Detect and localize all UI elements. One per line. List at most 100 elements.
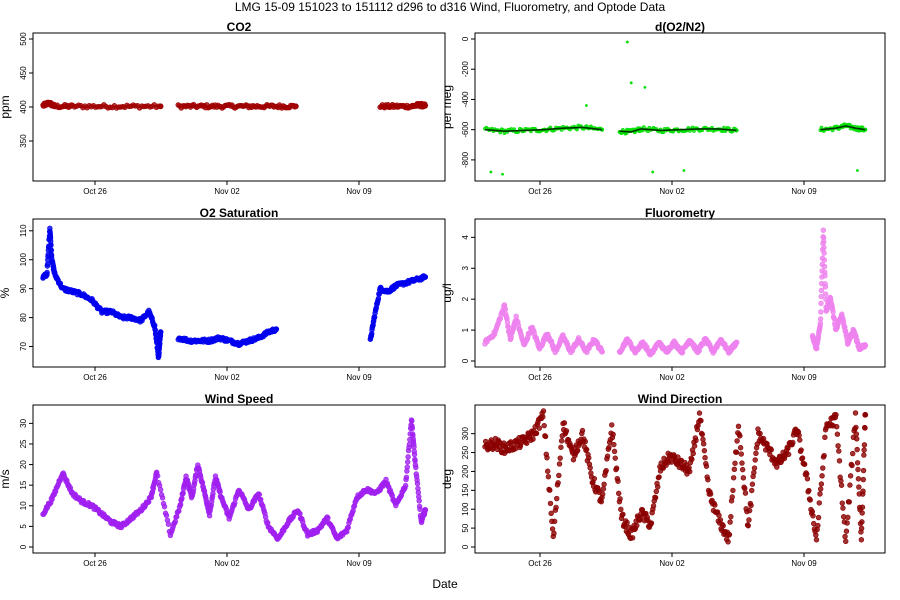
y-tick-label: -200 [461,61,470,78]
data-point [586,455,592,461]
data-point [530,436,536,442]
data-point [582,438,588,445]
y-tick-label: 30 [19,418,28,427]
data-point [411,451,418,458]
data-point [733,449,740,455]
outlier-point [643,85,647,89]
data-point [648,520,655,526]
data-point [159,495,166,501]
data-point [730,487,736,494]
y-tick-label: 0 [461,544,470,549]
data-point [154,473,161,479]
data-point [797,437,803,443]
data-point [699,431,705,437]
y-tick-label: 3 [461,265,470,270]
data-point [804,471,810,477]
data-point [860,467,867,474]
data-point [405,454,411,460]
y-tick-label: 2 [461,296,470,301]
x-tick-label: Nov 09 [791,187,817,196]
data-point [698,418,704,424]
data-point [815,522,821,529]
x-tick-label: Oct 26 [83,187,107,196]
data-point [505,324,511,330]
data-point [556,472,562,479]
data-point [751,465,758,471]
data-point [740,475,747,481]
data-point [745,522,751,529]
data-point [790,439,796,446]
data-point [855,466,861,473]
data-point [558,438,565,444]
y-tick-label: 90 [19,284,28,293]
series-1 [175,326,280,348]
x-tick-label: Oct 26 [528,559,552,568]
data-point [731,466,738,473]
y-tick-label: 450 [19,66,28,80]
chart-panel-1: d(O2/N2) per meg 0 -200 -400 -600 -800 Oct 26 No… [440,20,886,196]
data-point [816,500,822,506]
data-point [860,488,866,494]
data-point [540,408,547,414]
panel-title: O2 Saturation [200,206,279,220]
data-point [820,227,827,233]
data-point [157,329,164,335]
data-point [545,473,552,480]
data-point [746,517,752,523]
data-point [618,506,624,513]
chart-panel-3: Fluorometry ug/l 0 1 2 3 4 Oct 26 Nov 02 Nov 09 [440,206,886,382]
data-point [806,487,812,494]
data-point [751,469,757,476]
y-tick-label: 250 [461,445,470,459]
outlier-point [625,40,629,44]
outlier-point [629,81,633,85]
y-tick-label: -400 [461,91,470,108]
panel-title: Wind Speed [205,392,274,406]
data-point [656,474,662,480]
data-point [818,287,825,294]
data-point [157,486,164,493]
data-point [856,484,862,490]
x-tick-label: Nov 02 [659,187,685,196]
data-point [753,450,759,456]
plot-frame [32,404,446,554]
x-tick-label: Nov 09 [791,559,817,568]
data-point [404,464,410,470]
data-point [675,454,681,460]
data-point [701,447,708,454]
data-point [616,490,622,497]
data-point [742,485,748,492]
data-point [727,519,733,525]
data-point [375,295,382,302]
data-point [728,513,734,520]
y-tick-label: 15 [19,480,28,489]
data-point [613,465,620,471]
outlier-point [856,169,859,172]
data-point [652,494,659,501]
data-point [700,436,706,443]
data-point [502,306,509,313]
series-1 [616,335,740,358]
y-tick-label: 500 [19,32,28,46]
data-point [752,457,758,463]
data-point [852,410,859,416]
data-point [859,510,865,516]
data-point [726,531,733,538]
data-point [206,512,213,519]
outlier-point [489,170,493,174]
x-tick-label: Oct 26 [528,373,552,382]
panel-title: Fluorometry [645,206,715,220]
data-point [409,418,415,424]
x-tick-label: Nov 02 [214,187,240,196]
y-tick-label: 70 [19,342,28,351]
data-point [822,273,828,279]
data-point [720,523,726,529]
data-point [854,436,860,442]
data-point [838,482,845,488]
data-point [815,514,822,521]
panel-title: Wind Direction [638,392,723,406]
y-tick-label: -600 [461,121,470,138]
data-point [739,460,745,466]
data-point [599,348,605,355]
